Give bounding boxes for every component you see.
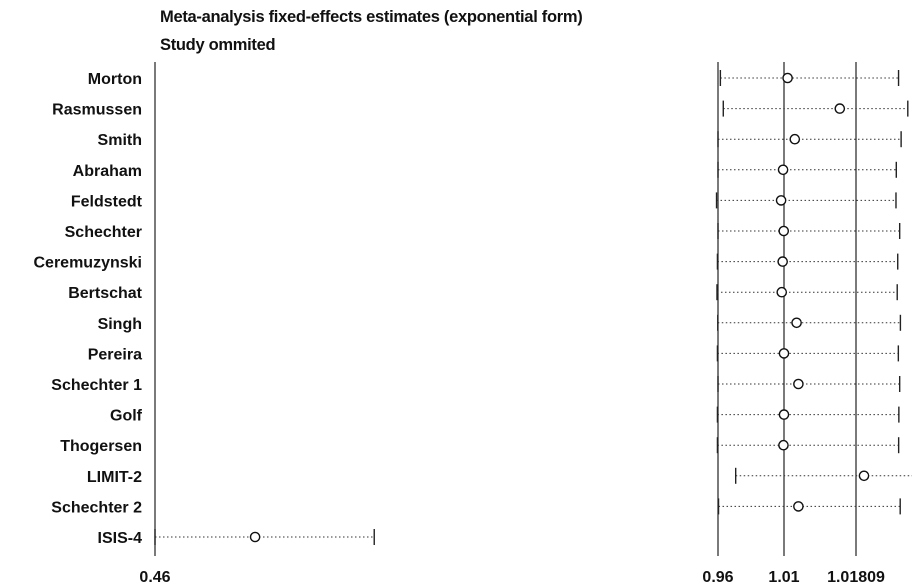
estimate-marker-10 (793, 378, 804, 390)
estimate-marker-3 (777, 164, 789, 176)
estimate-marker-6 (777, 256, 788, 267)
estimate-marker-14 (793, 501, 804, 512)
estimate-marker-0 (782, 72, 793, 84)
x-tick-label-0: 0.46 (139, 569, 170, 586)
estimate-marker-12 (778, 439, 789, 451)
study-label-4: Feldstedt (71, 193, 143, 210)
chart-title: Meta-analysis fixed-effects estimates (e… (160, 8, 583, 26)
study-label-2: Smith (98, 132, 142, 149)
estimate-marker-2 (789, 133, 801, 145)
x-tick-label-2: 1.01 (768, 569, 799, 586)
study-label-14: Schechter 2 (51, 499, 142, 516)
estimate-marker-8 (791, 317, 802, 329)
study-label-1: Rasmussen (52, 102, 142, 119)
estimate-marker-15 (249, 531, 261, 543)
study-label-5: Schechter (65, 224, 142, 241)
estimate-marker-13 (858, 470, 870, 482)
study-label-11: Golf (110, 408, 143, 425)
estimate-marker-11 (778, 409, 790, 420)
study-label-10: Schechter 1 (51, 377, 142, 394)
study-label-3: Abraham (73, 163, 142, 180)
x-tick-label-3: 1.01809 (827, 569, 885, 586)
study-label-6: Ceremuzynski (34, 255, 143, 272)
study-label-8: Singh (98, 316, 142, 333)
study-label-13: LIMIT-2 (87, 469, 142, 486)
estimate-marker-9 (778, 348, 790, 359)
study-label-15: ISIS-4 (98, 530, 143, 547)
study-label-12: Thogersen (60, 438, 142, 455)
x-tick-label-1: 0.96 (702, 569, 733, 586)
study-label-0: Morton (88, 71, 142, 88)
study-label-9: Pereira (88, 346, 142, 363)
estimate-marker-4 (775, 195, 787, 206)
study-label-7: Bertschat (68, 285, 142, 302)
estimate-marker-7 (776, 286, 788, 298)
chart-subtitle: Study ommited (160, 36, 276, 54)
estimate-marker-1 (834, 103, 846, 114)
estimate-marker-5 (778, 225, 790, 237)
